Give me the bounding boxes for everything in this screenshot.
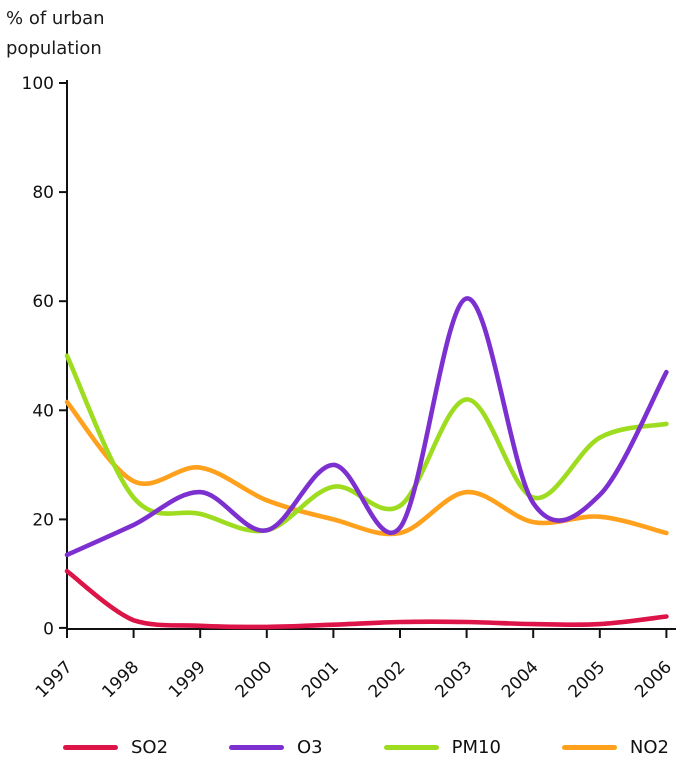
series-line-o3 [64, 296, 669, 558]
y-tick-label: 40 [32, 401, 54, 421]
chart-legend: SO2 O3 PM10 NO2 [63, 736, 669, 758]
y-tick-label: 0 [43, 620, 54, 640]
legend-item-no2: NO2 [561, 736, 669, 758]
y-axis-title-line2: population [6, 38, 102, 59]
y-tick-label: 80 [32, 183, 54, 203]
x-tick-label: 1998 [98, 657, 143, 702]
legend-item-pm10: PM10 [383, 736, 501, 758]
line-chart: 0 20 40 60 80 100 1997 1998 1999 2000 2001 2002 2003… [22, 74, 676, 702]
x-tick-label: 2005 [565, 657, 610, 702]
x-tick-label: 1997 [32, 657, 77, 702]
x-tick-label: 1999 [165, 657, 210, 702]
x-tick-label: 2000 [232, 657, 277, 702]
legend-item-so2: SO2 [63, 737, 168, 758]
y-tick-label: 100 [22, 74, 54, 94]
legend-label-no2: NO2 [629, 736, 669, 758]
x-tick-label: 2003 [431, 657, 476, 702]
legend-label-pm10: PM10 [451, 736, 501, 758]
legend-item-o3: O3 [229, 737, 323, 758]
x-tick-label: 2006 [631, 657, 676, 702]
legend-swatch-o3 [229, 744, 285, 750]
tick-labels: 0 20 40 60 80 100 1997 1998 1999 2000 2001 2002 2003… [22, 74, 676, 702]
axes [59, 80, 676, 638]
x-tick-label: 2001 [298, 657, 343, 702]
x-tick-label: 2004 [498, 657, 543, 702]
x-tick-label: 2002 [365, 657, 410, 702]
y-tick-label: 60 [32, 292, 54, 312]
y-axis-title-line1: % of urban [6, 8, 105, 29]
legend-swatch-so2 [63, 744, 118, 750]
y-tick-label: 20 [32, 510, 54, 530]
y-axis-title: % of urban population [6, 4, 105, 64]
legend-swatch-pm10 [383, 744, 439, 750]
legend-label-so2: SO2 [131, 736, 169, 758]
series-lines [64, 296, 669, 630]
legend-label-o3: O3 [297, 736, 323, 758]
legend-swatch-no2 [561, 744, 617, 750]
series-line-so2 [64, 568, 669, 630]
